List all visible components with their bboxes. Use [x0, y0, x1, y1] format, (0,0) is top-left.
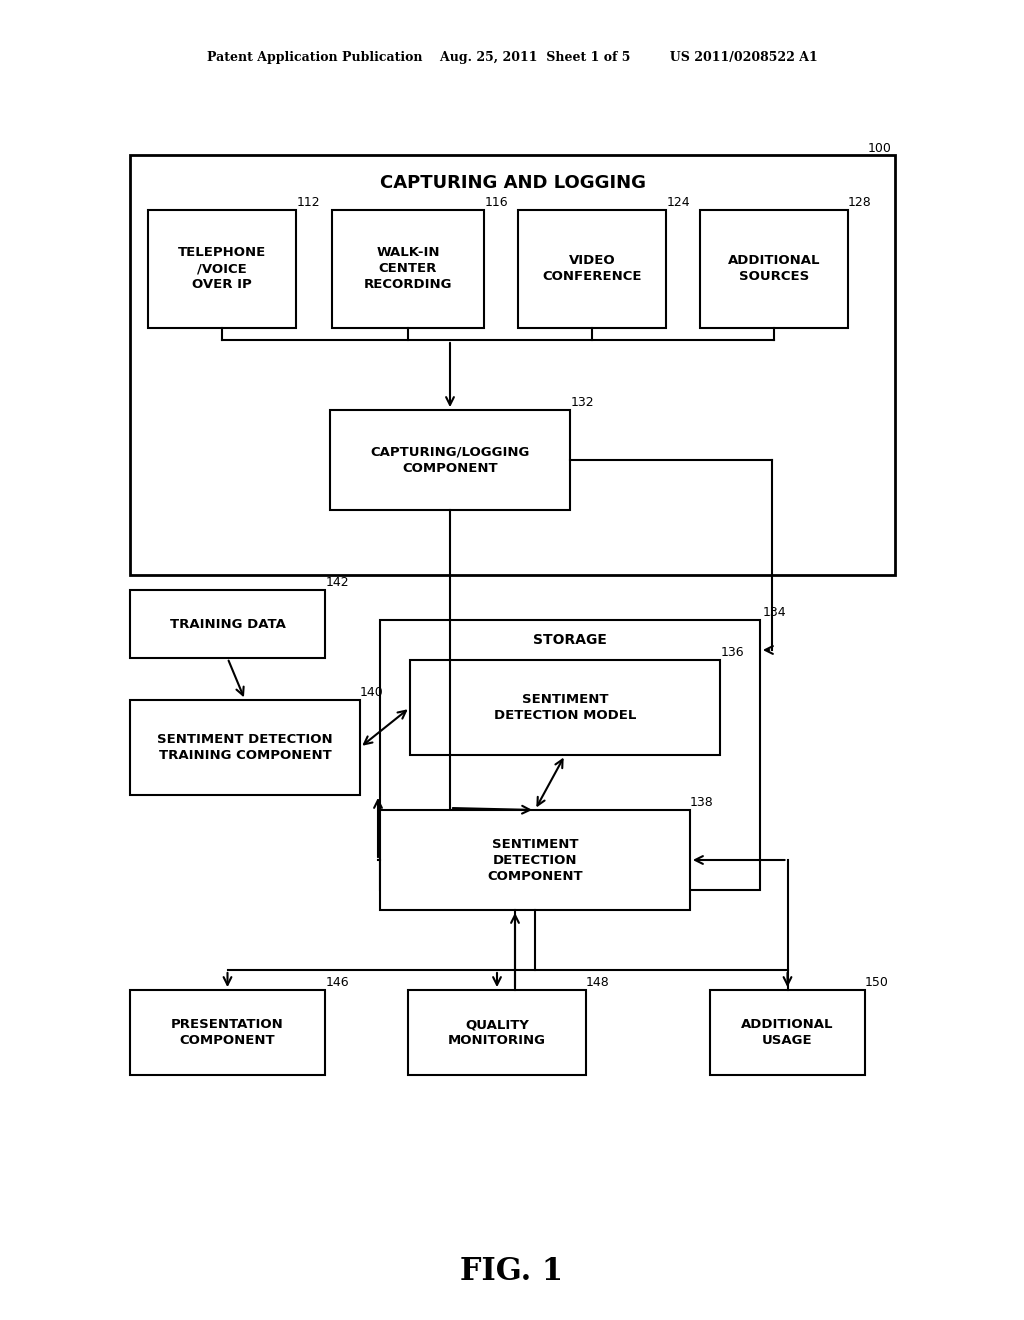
Text: TRAINING DATA: TRAINING DATA	[170, 618, 286, 631]
Bar	[332, 210, 484, 327]
Text: STORAGE: STORAGE	[534, 634, 607, 647]
Text: PRESENTATION
COMPONENT: PRESENTATION COMPONENT	[171, 1018, 284, 1047]
Text: 134: 134	[762, 606, 785, 619]
Text: 138: 138	[690, 796, 714, 808]
Bar	[380, 620, 760, 890]
Text: CAPTURING/LOGGING
COMPONENT: CAPTURING/LOGGING COMPONENT	[371, 446, 529, 474]
Bar	[408, 990, 586, 1074]
Text: WALK-IN
CENTER
RECORDING: WALK-IN CENTER RECORDING	[364, 247, 453, 292]
Bar	[148, 210, 296, 327]
Text: 132: 132	[570, 396, 594, 408]
Text: TELEPHONE
/VOICE
OVER IP: TELEPHONE /VOICE OVER IP	[178, 247, 266, 292]
Text: 146: 146	[326, 975, 349, 989]
Text: 136: 136	[720, 645, 743, 659]
Text: ADDITIONAL
USAGE: ADDITIONAL USAGE	[741, 1018, 834, 1047]
Bar	[710, 990, 865, 1074]
Text: 116: 116	[484, 195, 508, 209]
Bar	[130, 590, 325, 657]
Text: 142: 142	[326, 576, 349, 589]
Text: CAPTURING AND LOGGING: CAPTURING AND LOGGING	[380, 174, 645, 191]
Bar	[130, 154, 895, 576]
Bar	[410, 660, 720, 755]
Text: VIDEO
CONFERENCE: VIDEO CONFERENCE	[543, 255, 642, 284]
Text: 128: 128	[848, 195, 871, 209]
Text: Patent Application Publication    Aug. 25, 2011  Sheet 1 of 5         US 2011/02: Patent Application Publication Aug. 25, …	[207, 51, 817, 65]
Text: 124: 124	[667, 195, 690, 209]
Text: 150: 150	[865, 975, 889, 989]
Bar	[380, 810, 690, 909]
Text: FIG. 1: FIG. 1	[461, 1257, 563, 1287]
Text: ADDITIONAL
SOURCES: ADDITIONAL SOURCES	[728, 255, 820, 284]
Text: QUALITY
MONITORING: QUALITY MONITORING	[449, 1018, 546, 1047]
Bar	[130, 700, 360, 795]
Text: 112: 112	[296, 195, 319, 209]
Bar	[130, 990, 325, 1074]
Text: 140: 140	[360, 685, 384, 698]
Text: SENTIMENT DETECTION
TRAINING COMPONENT: SENTIMENT DETECTION TRAINING COMPONENT	[158, 733, 333, 762]
Bar	[518, 210, 666, 327]
Bar	[330, 411, 570, 510]
Text: SENTIMENT
DETECTION
COMPONENT: SENTIMENT DETECTION COMPONENT	[487, 837, 583, 883]
Text: 100: 100	[868, 141, 892, 154]
Text: SENTIMENT
DETECTION MODEL: SENTIMENT DETECTION MODEL	[494, 693, 636, 722]
Text: 148: 148	[586, 975, 610, 989]
Bar	[700, 210, 848, 327]
